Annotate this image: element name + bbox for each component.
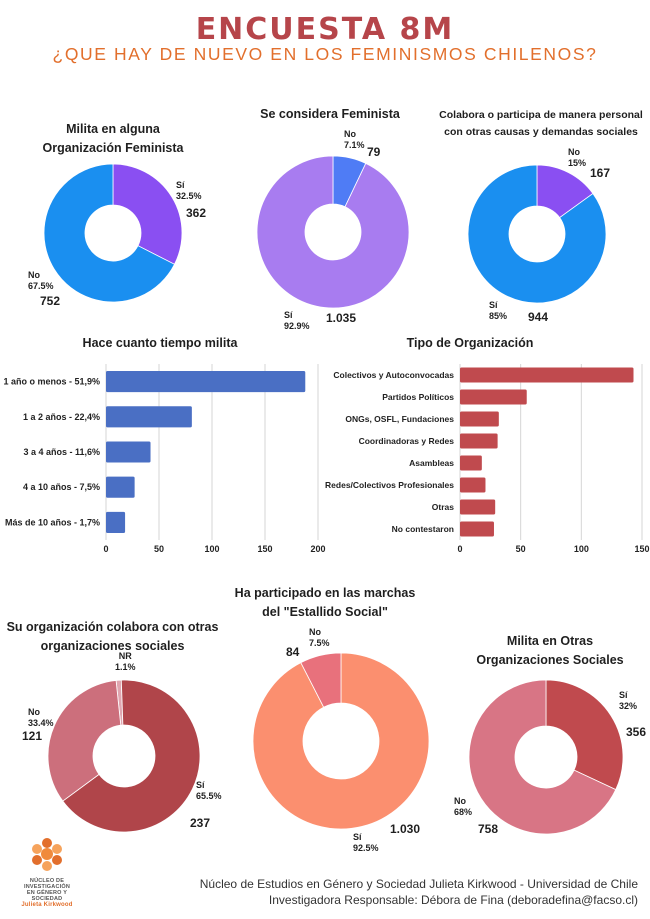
pie-slice-no <box>468 679 617 835</box>
flower-logo-icon <box>32 838 62 871</box>
x-tick-label: 0 <box>457 544 462 554</box>
x-tick-label: 200 <box>310 544 325 554</box>
chart-title-tipo-organizacion: Tipo de Organización <box>406 336 534 350</box>
bar <box>460 521 494 537</box>
slice-count-si: 362 <box>186 206 207 220</box>
category-label: Redes/Colectivos Profesionales <box>325 480 454 490</box>
slice-count-no: 79 <box>367 145 381 159</box>
x-tick-label: 100 <box>204 544 219 554</box>
slice-label-no: No 7.5% <box>309 627 330 648</box>
slice-label-no: No 33.4% <box>28 707 54 728</box>
x-tick-label: 50 <box>516 544 526 554</box>
slice-count-no: 167 <box>590 166 611 180</box>
pie-slice-no <box>300 652 342 708</box>
footer-researcher: Investigadora Responsable: Débora de Fin… <box>268 893 638 907</box>
bar <box>106 441 151 463</box>
category-label: Partidos Políticos <box>382 392 454 402</box>
x-tick-label: 50 <box>154 544 164 554</box>
slice-label-si: Sí 92.5% <box>353 832 379 853</box>
chart-title-org-colabora: Su organización colabora con otras organi… <box>6 620 219 653</box>
category-label: 4 a 10 años - 7,5% <box>23 482 100 492</box>
bar <box>106 511 126 533</box>
logo-text-line1: NÚCLEO DE INVESTIGACIÓN <box>24 878 70 890</box>
logo-text-line3: Julieta Kirkwood <box>21 902 73 908</box>
slice-label-no: No 67.5% <box>28 270 54 291</box>
category-label: 3 a 4 años - 11,6% <box>23 447 100 457</box>
slice-count-no: 84 <box>286 645 300 659</box>
bar <box>460 367 634 383</box>
slice-label-si: Sí 32% <box>619 690 638 711</box>
pie-slice-sí <box>467 164 607 304</box>
category-label: ONGs, OSFL, Fundaciones <box>345 414 454 424</box>
slice-count-si: 237 <box>190 816 211 830</box>
slice-label-si: Sí 32.5% <box>176 180 202 201</box>
slice-label-nr: NR 1.1% <box>115 651 136 672</box>
slice-count-si: 944 <box>528 310 549 324</box>
bar <box>460 389 527 405</box>
category-label: Más de 10 años - 1,7% <box>5 517 100 527</box>
chart-title-milita-feminista: Milita en alguna Organización Feminista <box>42 122 184 155</box>
category-label: Otras <box>432 502 454 512</box>
pie-slice-sí <box>112 163 183 265</box>
slice-count-si: 1.035 <box>326 311 357 325</box>
pie-slice-sí <box>252 652 430 830</box>
x-tick-label: 150 <box>634 544 649 554</box>
bar <box>460 433 498 449</box>
pie-slice-no <box>536 164 594 219</box>
slice-count-no: 758 <box>478 822 499 836</box>
category-label: No contestaron <box>392 524 454 534</box>
chart-title-milita-otras: Milita en Otras Organizaciones Sociales <box>476 634 624 667</box>
category-label: Colectivos y Autoconvocadas <box>333 370 454 380</box>
pie-slice-nr <box>115 679 124 726</box>
page-subtitle: ¿QUE HAY DE NUEVO EN LOS FEMINISMOS CHIL… <box>52 44 598 64</box>
bar <box>106 476 135 498</box>
slice-count-no: 752 <box>40 294 61 308</box>
bar <box>106 371 306 393</box>
nucleo-logo: NÚCLEO DE INVESTIGACIÓN EN GÉNERO Y SOCI… <box>12 835 82 908</box>
chart-title-considera-feminista: Se considera Feminista <box>260 107 400 121</box>
pie-slice-sí <box>545 679 624 791</box>
chart-title-marchas: Ha participado en las marchas del "Estall… <box>234 586 416 619</box>
bar <box>460 477 486 493</box>
chart-title-tiempo-milita: Hace cuanto tiempo milita <box>82 336 238 350</box>
slice-label-si: Sí 92.9% <box>284 310 310 331</box>
logo-text-line2: EN GÉNERO Y SOCIEDAD <box>26 890 68 902</box>
slice-label-si: Sí 85% <box>489 300 508 321</box>
footer-institution: Núcleo de Estudios en Género y Sociedad … <box>199 877 638 891</box>
slice-label-si: Sí 65.5% <box>196 780 222 801</box>
chart-title-colabora-causas: Colabora o participa de manera personal c… <box>439 109 643 138</box>
bar <box>106 406 192 428</box>
category-label: Coordinadoras y Redes <box>359 436 455 446</box>
pie-slice-no <box>43 163 176 303</box>
bar <box>460 411 499 427</box>
slice-label-no: No 68% <box>454 796 473 817</box>
x-tick-label: 0 <box>103 544 108 554</box>
pie-slice-sí <box>62 679 201 833</box>
pie-slice-no <box>47 679 122 802</box>
pie-slice-no <box>332 155 367 208</box>
x-tick-label: 150 <box>257 544 272 554</box>
x-tick-label: 100 <box>574 544 589 554</box>
slice-label-no: No 15% <box>568 147 587 168</box>
slice-count-si: 356 <box>626 725 647 739</box>
slice-count-si: 1.030 <box>390 822 421 836</box>
category-label: Asambleas <box>409 458 454 468</box>
page-title: ENCUESTA 8M <box>195 12 455 47</box>
category-label: 1 año o menos - 51,9% <box>3 377 100 387</box>
bar <box>460 499 496 515</box>
bar <box>460 455 482 471</box>
slice-label-no: No 7.1% <box>344 129 365 150</box>
slice-count-no: 121 <box>22 729 43 743</box>
pie-slice-sí <box>256 155 410 309</box>
category-label: 1 a 2 años - 22,4% <box>23 412 100 422</box>
